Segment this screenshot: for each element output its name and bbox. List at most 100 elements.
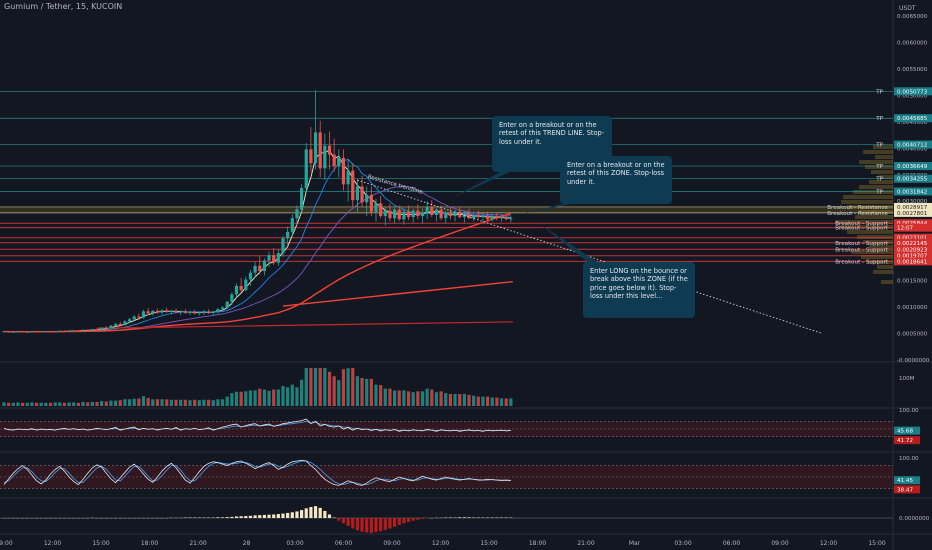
volume-bar: [406, 391, 411, 406]
volume-profile-bar: [873, 270, 893, 274]
candle-body: [360, 186, 364, 203]
candle-body: [58, 330, 62, 332]
volume-profile-bar: [871, 170, 893, 174]
volume-bar: [216, 399, 220, 406]
histogram-bar: [304, 508, 308, 518]
volume-bar: [509, 398, 513, 406]
candle-body: [137, 316, 141, 318]
candle-body: [53, 331, 57, 333]
price-tag: [894, 219, 932, 228]
price-tag-label: 0.0019707: [897, 254, 928, 260]
price-tag: [894, 162, 932, 171]
price-tag: [894, 140, 932, 149]
volume-profile-bar: [863, 240, 893, 244]
level-label: TP: [875, 164, 883, 170]
callout-long: Enter LONG on the bounce or break above …: [583, 262, 695, 318]
candle-body: [379, 203, 383, 217]
level-label: Breakout - Resistance: [827, 211, 888, 217]
level-label: Breakout - Support: [835, 259, 889, 265]
price-tag: [894, 238, 932, 247]
candle-body: [118, 324, 122, 326]
volume-bar: [388, 388, 392, 406]
histogram-bar: [369, 518, 373, 533]
candle-body: [211, 311, 215, 313]
volume-profile-bar: [863, 150, 893, 154]
candle-body: [95, 329, 99, 331]
candle-body: [239, 285, 243, 291]
price-tag-label: 0.0036649: [897, 164, 928, 170]
time-tick-label: 09:00: [383, 540, 400, 547]
volume-bar: [286, 387, 290, 406]
volume-bar: [504, 398, 508, 406]
time-tick-label: 03:00: [674, 540, 691, 547]
histogram-bar: [313, 506, 318, 518]
histogram-bar: [318, 507, 322, 518]
price-tick-label: 0.0015000: [897, 279, 928, 285]
candle-body: [21, 331, 25, 333]
price-tag-label: 0.0027801: [897, 211, 928, 217]
histogram-bar: [258, 515, 262, 518]
candle-body: [81, 329, 85, 331]
level-label: Breakout - Support: [835, 241, 889, 247]
volume-bar: [448, 393, 452, 406]
time-tick-label: 12:00: [44, 540, 61, 547]
volume-bar: [430, 389, 434, 406]
histogram-bar: [458, 517, 462, 518]
volume-bar: [453, 393, 457, 406]
price-tick-label: 0.0065000: [897, 14, 928, 20]
level-label: Breakout - Support: [835, 247, 889, 253]
volume-bar: [295, 387, 299, 406]
candle-body: [7, 331, 11, 333]
volume-bar: [188, 400, 192, 406]
candle-body: [365, 194, 369, 203]
volume-bar: [327, 371, 332, 406]
volume-profile-bar: [861, 255, 893, 259]
candle-body: [127, 319, 132, 322]
price-tag: [894, 87, 932, 96]
candle-body: [323, 145, 327, 169]
histogram-bar: [253, 515, 257, 518]
oscillator-1-line: [3, 418, 511, 432]
candle-body: [355, 186, 359, 201]
volume-bar: [365, 378, 369, 406]
volume-bar: [141, 396, 146, 406]
candle-body: [225, 301, 229, 308]
volume-profile-bar: [867, 260, 893, 264]
candle-body: [72, 330, 76, 332]
candle-body: [262, 260, 266, 272]
histogram-bar: [216, 517, 220, 518]
candle-body: [179, 311, 183, 313]
price-tick-label: 0.0060000: [897, 40, 928, 46]
volume-bar: [374, 384, 378, 406]
price-tick-label: -0.0000000: [897, 358, 930, 364]
volume-profile-bar: [869, 245, 893, 249]
candle-body: [248, 272, 253, 280]
candle-body: [295, 209, 299, 219]
time-tick-label: 21:00: [189, 540, 206, 547]
candle-body: [425, 206, 429, 213]
histogram-bar: [383, 518, 387, 530]
candle-body: [197, 312, 201, 314]
candle-body: [34, 331, 39, 333]
volume-bar: [21, 402, 25, 406]
price-tick-label: 0.0055000: [897, 67, 928, 73]
time-tick-label: 15:00: [868, 540, 885, 547]
histogram-bar: [281, 513, 285, 518]
candle-body: [393, 209, 397, 219]
volume-bar: [383, 388, 387, 406]
volume-bar: [411, 392, 415, 406]
volume-profile-bar: [859, 210, 893, 214]
price-tag-label: 0.0034255: [897, 177, 928, 183]
volume-bar: [481, 396, 485, 406]
volume-bar: [248, 390, 253, 406]
candle-body: [402, 211, 406, 220]
volume-bar: [48, 402, 53, 406]
volume-profile-bar: [859, 160, 893, 164]
candle-body: [281, 238, 285, 254]
candle-body: [160, 310, 164, 313]
volume-bar: [76, 402, 80, 406]
candle-body: [434, 209, 439, 215]
volume-bar: [244, 391, 248, 406]
